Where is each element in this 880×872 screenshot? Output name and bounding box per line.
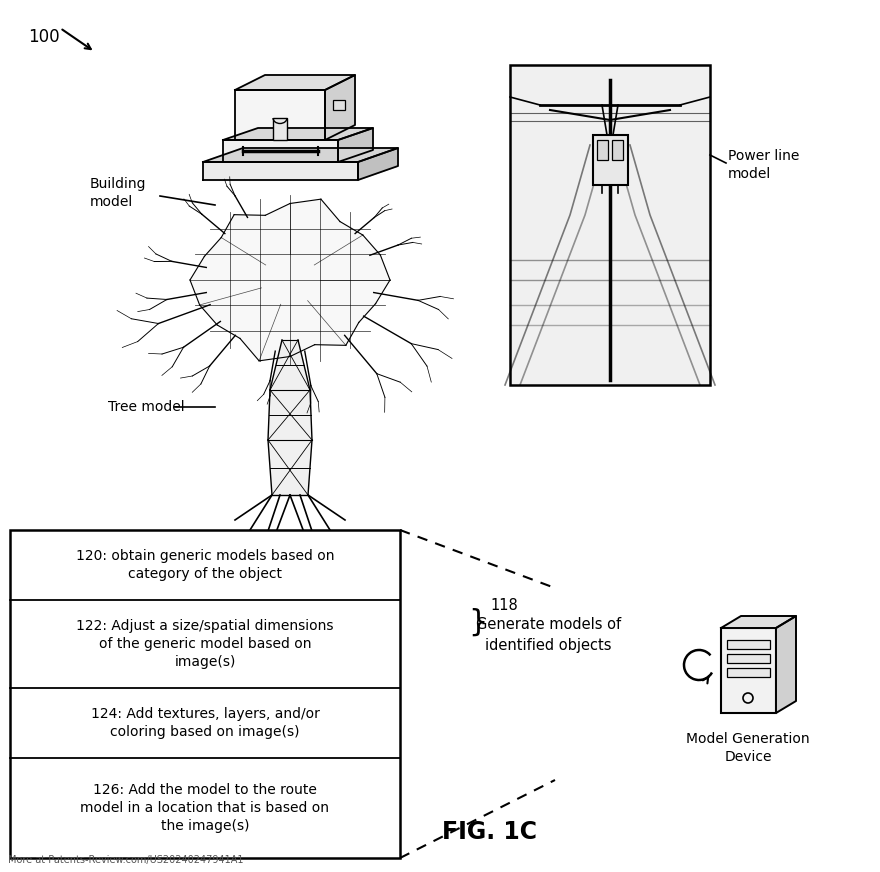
Text: 100: 100 (28, 28, 60, 46)
Polygon shape (721, 616, 796, 628)
Polygon shape (268, 340, 312, 495)
Polygon shape (358, 148, 398, 180)
Text: FIG. 1C: FIG. 1C (443, 820, 538, 844)
Bar (727, 640, 770, 649)
Text: 120: obtain generic models based on
category of the object: 120: obtain generic models based on cate… (76, 548, 334, 582)
Text: 124: Add textures, layers, and/or
coloring based on image(s): 124: Add textures, layers, and/or colori… (91, 707, 319, 739)
Bar (273, 118, 287, 140)
Bar (727, 654, 770, 663)
Text: Model Generation
Device: Model Generation Device (686, 732, 810, 765)
Bar (333, 100, 345, 110)
Bar (612, 140, 623, 160)
Text: 122: Adjust a size/spatial dimensions
of the generic model based on
image(s): 122: Adjust a size/spatial dimensions of… (77, 618, 334, 670)
Bar (593, 135, 628, 185)
Bar (721, 628, 776, 713)
Bar (597, 140, 608, 160)
Polygon shape (235, 90, 325, 140)
Bar (10, 530, 400, 858)
Bar (510, 65, 710, 385)
Polygon shape (203, 162, 358, 180)
Bar (727, 668, 770, 677)
Polygon shape (223, 128, 373, 140)
Text: Tree model: Tree model (108, 400, 185, 414)
Polygon shape (776, 616, 796, 713)
Polygon shape (203, 148, 398, 162)
Text: 118: 118 (490, 598, 517, 613)
Text: Power line
model: Power line model (728, 149, 799, 181)
Polygon shape (190, 199, 390, 361)
Polygon shape (338, 128, 373, 162)
Text: More at Patents-Review.com/US20240247941A1: More at Patents-Review.com/US20240247941… (8, 855, 244, 865)
Text: Generate models of
identified objects: Generate models of identified objects (476, 617, 621, 653)
Polygon shape (325, 75, 355, 140)
Polygon shape (235, 75, 355, 90)
Text: }: } (468, 608, 488, 637)
Text: 126: Add the model to the route
model in a location that is based on
the image(s: 126: Add the model to the route model in… (80, 782, 329, 834)
Polygon shape (223, 140, 338, 162)
Text: Building
model: Building model (90, 177, 146, 209)
